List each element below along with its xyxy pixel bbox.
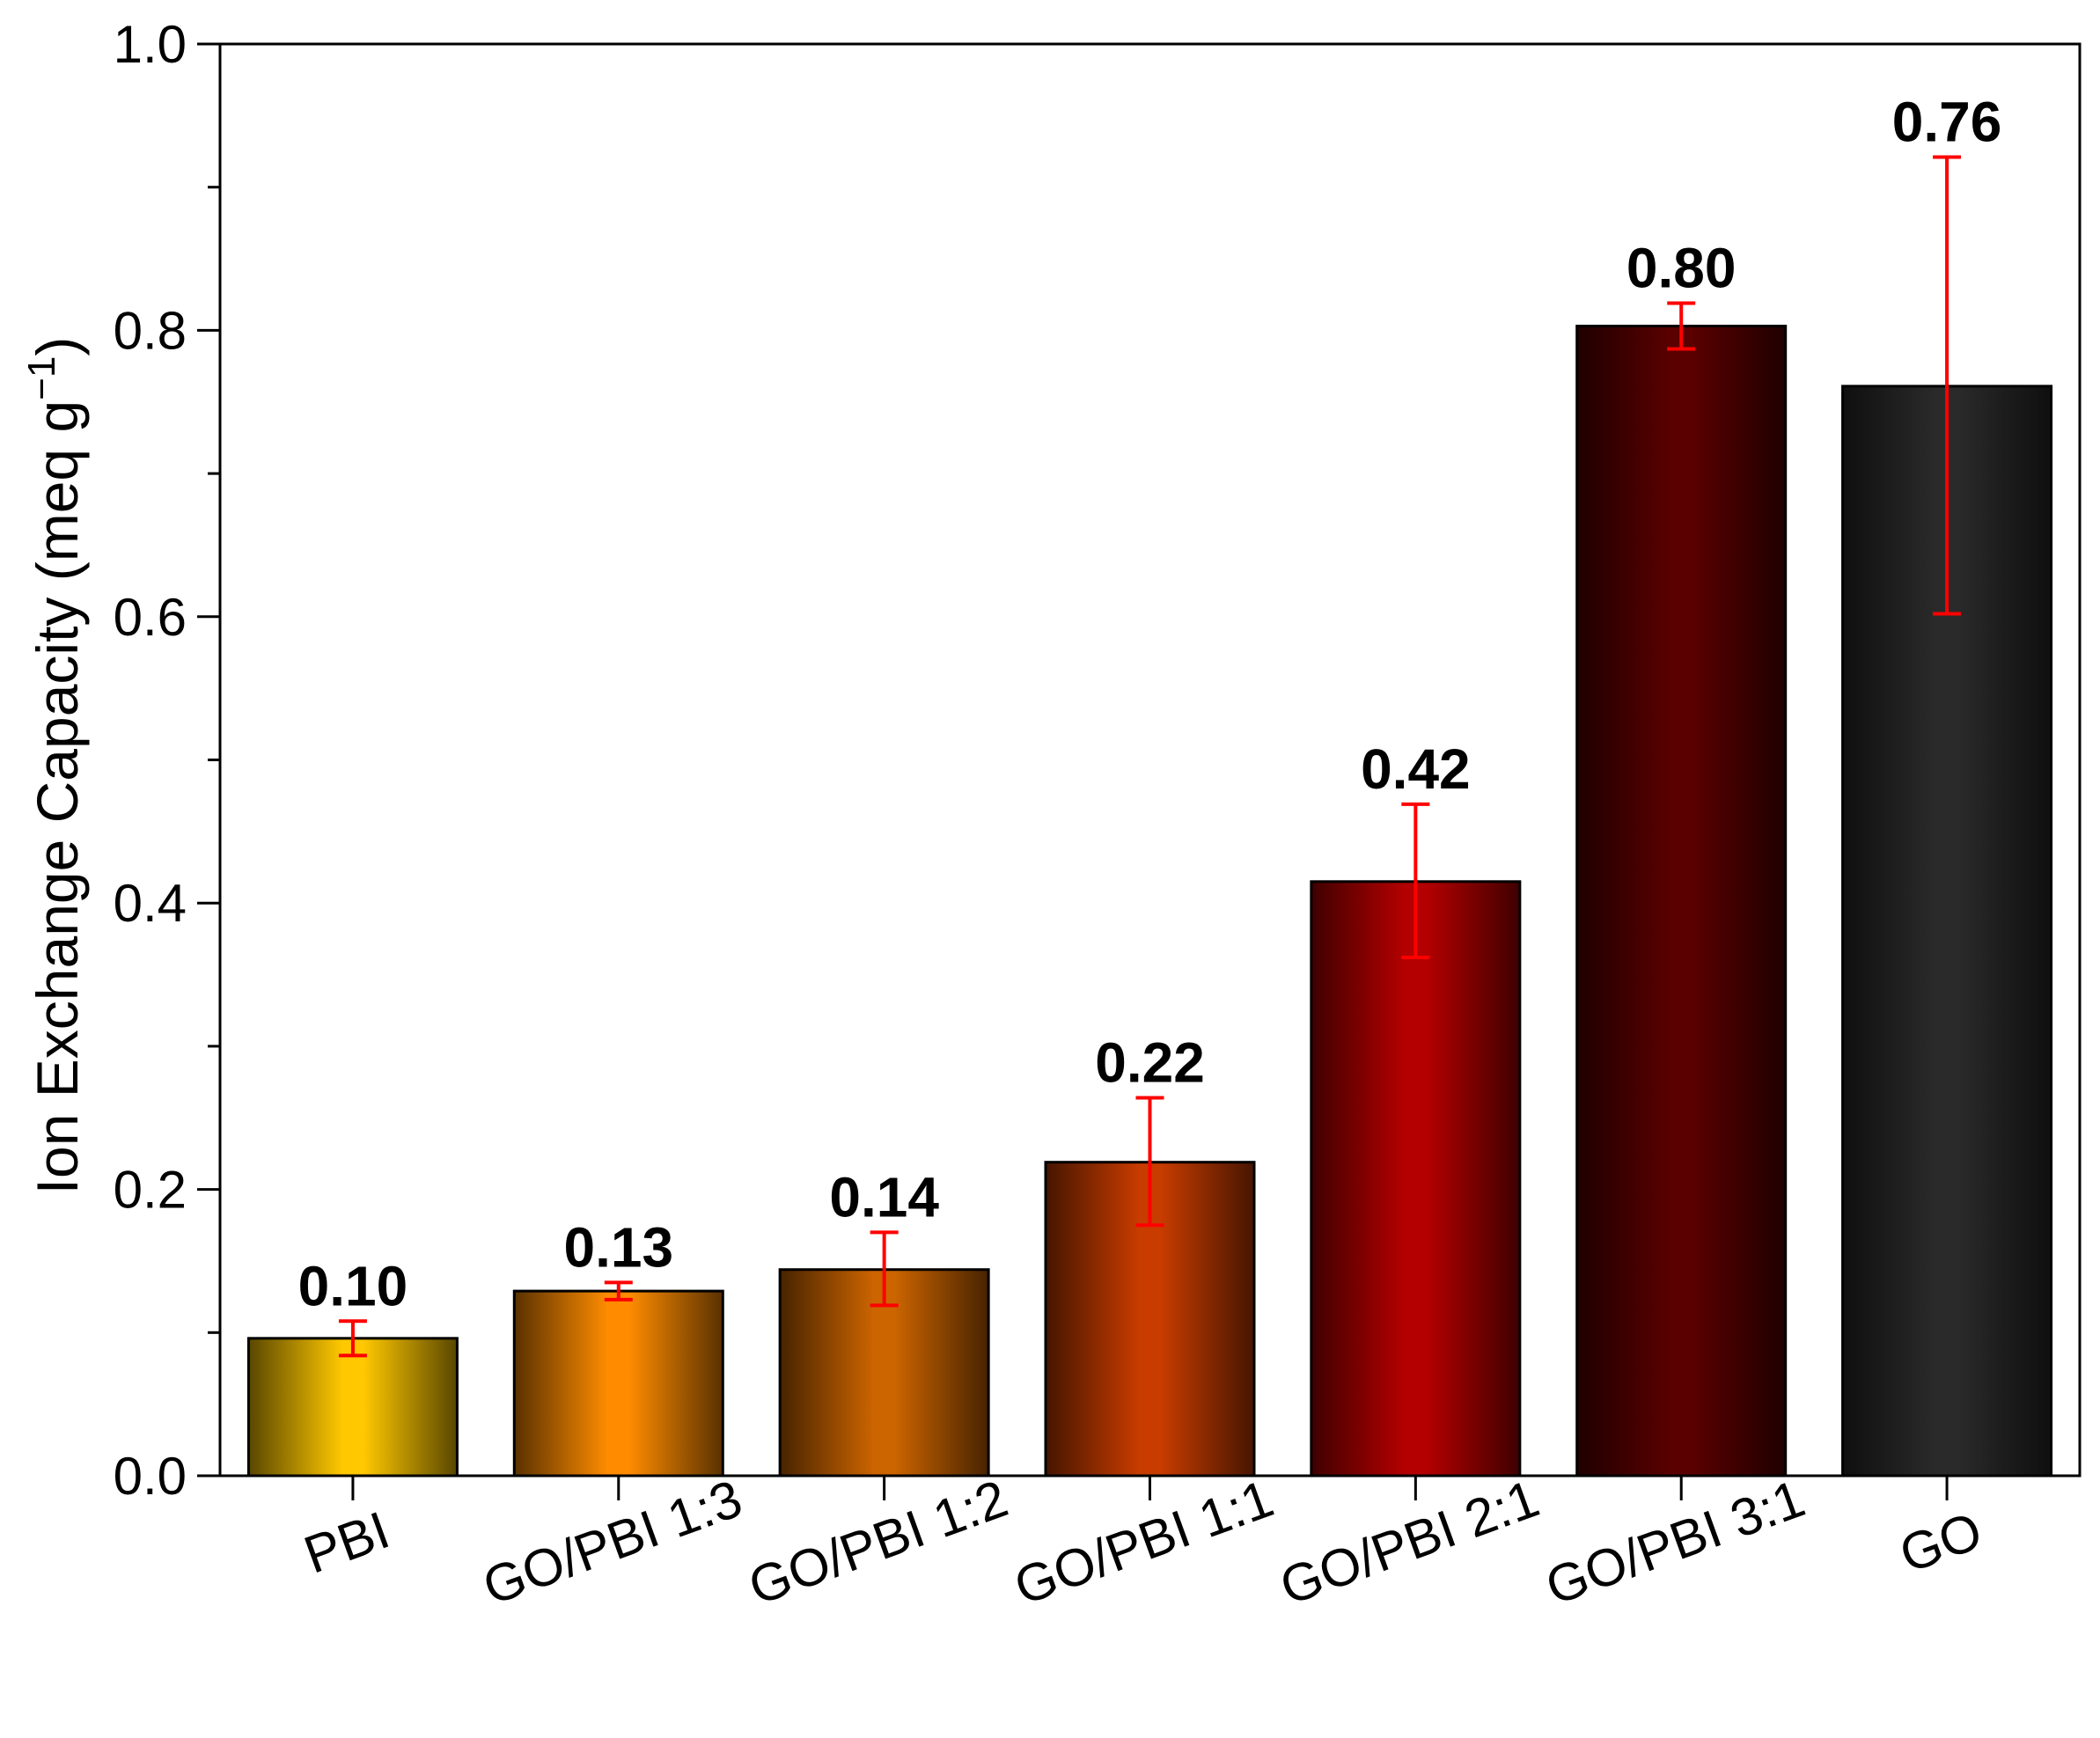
y-tick-label-4: 0.8 [114, 301, 187, 360]
x-category-label-2: GO/PBI 1:2 [741, 1469, 1015, 1617]
data-label-5: 0.80 [1626, 236, 1737, 299]
error-bar-0 [338, 1319, 367, 1358]
y-axis-title: Ion Exchange Capacity (meq g−1) [20, 337, 90, 1195]
x-category-label-4: GO/PBI 2:1 [1273, 1469, 1546, 1617]
error-bar-1 [604, 1280, 633, 1302]
bar-4 [1310, 880, 1522, 1478]
data-label-3: 0.22 [1095, 1030, 1205, 1094]
error-bar-2 [870, 1230, 899, 1308]
y-tick-label-0: 0.0 [114, 1447, 187, 1506]
error-bar-3 [1135, 1096, 1164, 1228]
y-tick-label-1: 0.2 [114, 1161, 187, 1220]
error-bars-layer [338, 155, 1962, 1358]
bar-5 [1575, 325, 1788, 1478]
y-tick-label-5: 1.0 [114, 15, 187, 74]
x-category-label-3: GO/PBI 1:1 [1007, 1469, 1281, 1617]
x-category-label-5: GO/PBI 3:1 [1538, 1469, 1812, 1617]
x-category-label-1: GO/PBI 1:3 [475, 1469, 749, 1617]
x-category-label-6: GO [1892, 1500, 1990, 1584]
bar-1 [512, 1289, 724, 1478]
data-label-0: 0.10 [298, 1254, 408, 1317]
data-labels-layer: 0.10 0.13 0.14 0.22 0.42 0.80 0.76 [298, 91, 2002, 1318]
data-label-4: 0.42 [1361, 737, 1471, 801]
error-bar-5 [1667, 301, 1696, 351]
x-category-label-0: PBI [297, 1500, 397, 1585]
y-tick-label-2: 0.4 [114, 874, 187, 933]
error-bar-4 [1401, 802, 1430, 960]
error-bar-6 [1933, 155, 1962, 616]
bars-layer [246, 325, 2053, 1478]
data-label-2: 0.14 [829, 1165, 939, 1228]
y-tick-label-3: 0.6 [114, 588, 187, 647]
bar-0 [246, 1337, 459, 1478]
data-label-6: 0.76 [1892, 91, 2002, 154]
data-label-1: 0.13 [564, 1215, 674, 1279]
